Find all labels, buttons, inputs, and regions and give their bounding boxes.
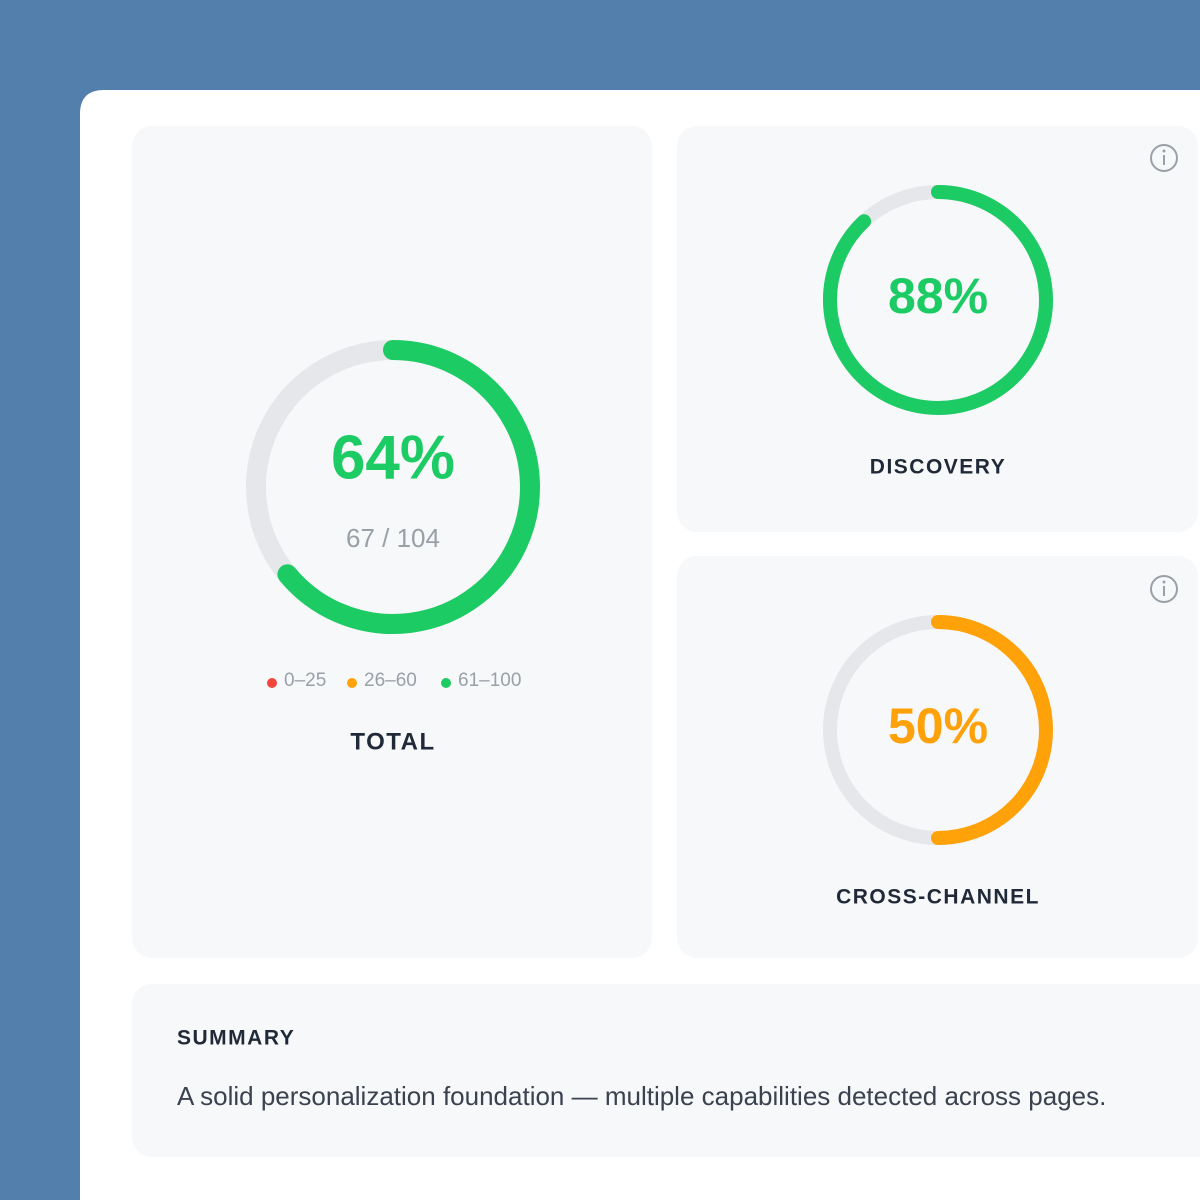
info-icon[interactable]	[1150, 144, 1178, 172]
gauge-detail: 67 / 104	[346, 523, 440, 553]
gauge-arc	[931, 615, 1053, 845]
gauge-label: DISCOVERY	[870, 456, 1006, 479]
legend-dot	[347, 678, 357, 688]
info-icon[interactable]	[1150, 575, 1178, 603]
summary-text: A solid personalization foundation — mul…	[177, 1081, 1106, 1111]
legend-label: 61–100	[458, 670, 521, 691]
discovery-card	[677, 126, 1198, 532]
total-card	[132, 126, 652, 958]
summary-card	[132, 984, 1200, 1157]
gauge-arc	[823, 185, 1053, 415]
summary-title: SUMMARY	[177, 1027, 295, 1050]
legend-label: 26–60	[364, 670, 417, 691]
gauge-value: 50%	[888, 698, 988, 754]
gauge-value: 64%	[331, 423, 455, 492]
gauge-label: TOTAL	[350, 728, 435, 755]
legend-label: 0–25	[284, 670, 326, 691]
gauge-arc	[277, 340, 540, 634]
cross-channel-card	[677, 556, 1198, 958]
gauge-value: 88%	[888, 268, 988, 324]
gauge-label: CROSS-CHANNEL	[836, 886, 1040, 909]
legend-dot	[441, 678, 451, 688]
legend-dot	[267, 678, 277, 688]
